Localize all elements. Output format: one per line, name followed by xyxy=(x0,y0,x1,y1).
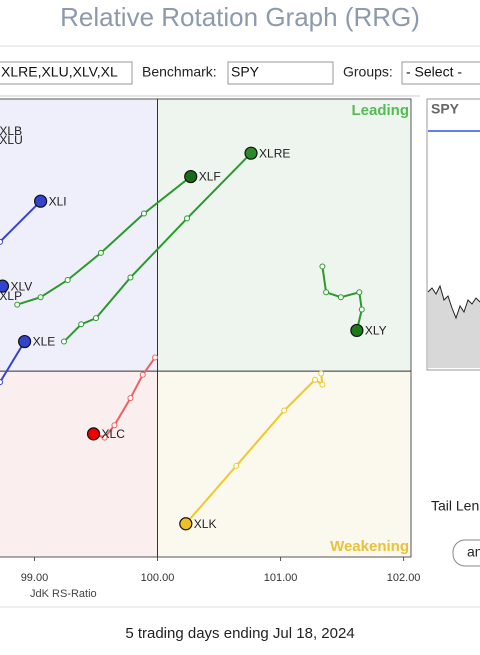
x-axis-label: JdK RS-Ratio xyxy=(30,588,97,600)
head xyxy=(18,334,32,349)
tail-point xyxy=(323,289,330,296)
quadrant-improving xyxy=(0,99,158,372)
tail xyxy=(63,152,252,343)
symbols-text: XLRE,XLU,XLV,XL xyxy=(1,64,118,80)
series-label: XLY xyxy=(365,324,387,338)
benchmark-text: SPY xyxy=(231,64,260,80)
series-label: XLC xyxy=(102,427,126,441)
tail-point xyxy=(140,210,147,217)
tail xyxy=(16,175,192,306)
tail-point xyxy=(184,215,191,222)
tail-point xyxy=(101,434,108,441)
tail-point xyxy=(318,370,325,377)
series-label: XLF xyxy=(199,170,221,184)
series-label: XLK xyxy=(194,517,217,531)
series-label: XLE xyxy=(33,335,56,349)
series-label: XLB xyxy=(0,124,22,138)
head xyxy=(244,146,258,160)
benchmark-input[interactable] xyxy=(227,61,334,85)
quadrant-weakening xyxy=(157,371,411,557)
x-tick-label: 101.00 xyxy=(264,572,298,584)
head xyxy=(179,517,193,531)
x-tick-label: 100.00 xyxy=(141,572,175,584)
tail-point xyxy=(356,289,363,296)
footer: 5 trading days ending Jul 18, 2024 xyxy=(125,625,354,642)
tail-point xyxy=(97,249,104,256)
quadrant-leading xyxy=(157,99,411,372)
tail-point xyxy=(319,381,326,388)
tail-point xyxy=(92,315,99,322)
tail-point xyxy=(139,371,146,378)
plot-border xyxy=(0,98,412,558)
tail xyxy=(321,266,363,331)
quadrant-lagging xyxy=(0,371,158,557)
groups-label: Groups: xyxy=(343,64,393,80)
tail-point xyxy=(281,407,288,414)
tail-point xyxy=(60,338,67,345)
series-label: XLP xyxy=(0,289,22,303)
animate-button[interactable] xyxy=(452,539,480,567)
title: Relative Rotation Graph (RRG) xyxy=(60,2,420,32)
tail-point xyxy=(127,274,134,281)
series-label: XLRE xyxy=(259,146,290,160)
head xyxy=(350,323,364,338)
head xyxy=(0,279,10,293)
head xyxy=(86,427,101,441)
symbols-input[interactable] xyxy=(0,61,133,85)
tail-point xyxy=(312,376,319,383)
tail-point xyxy=(0,379,3,386)
tail-point xyxy=(319,263,326,270)
groups-select[interactable] xyxy=(401,61,480,85)
tail-point xyxy=(78,321,85,328)
tail-point xyxy=(64,276,71,283)
series-label: XLU xyxy=(0,133,23,147)
plot: Leading Weakening 99.00 100.00 101.00 102.00 J… xyxy=(0,98,421,600)
spy-label: SPY xyxy=(431,101,460,117)
tail-point xyxy=(111,422,118,429)
benchmark-label: Benchmark: xyxy=(142,64,217,80)
x-tick-label: 99.00 xyxy=(21,572,49,584)
tail xyxy=(0,200,42,243)
tail-point xyxy=(152,354,159,361)
tail xyxy=(0,341,26,383)
quadrant-label: Leading xyxy=(351,102,409,119)
tail-point xyxy=(233,462,240,469)
tail-point xyxy=(358,306,365,313)
tail-point xyxy=(337,294,344,301)
head xyxy=(184,169,198,184)
head xyxy=(34,194,48,208)
tail-point xyxy=(14,301,21,308)
x-tick-label: 102.00 xyxy=(387,572,421,584)
series-label: XLV xyxy=(10,279,32,293)
tail-length-label: Tail Len xyxy=(431,498,479,514)
quadrant-label: Weakening xyxy=(330,538,409,555)
series-label: XLI xyxy=(49,194,67,208)
tail-point xyxy=(127,395,134,402)
spy-area xyxy=(428,286,480,368)
tail-point xyxy=(37,294,44,301)
button-text: an xyxy=(467,544,480,560)
tail-point xyxy=(0,238,3,245)
spy-line xyxy=(427,284,480,320)
groups-text: - Select - xyxy=(406,64,462,80)
